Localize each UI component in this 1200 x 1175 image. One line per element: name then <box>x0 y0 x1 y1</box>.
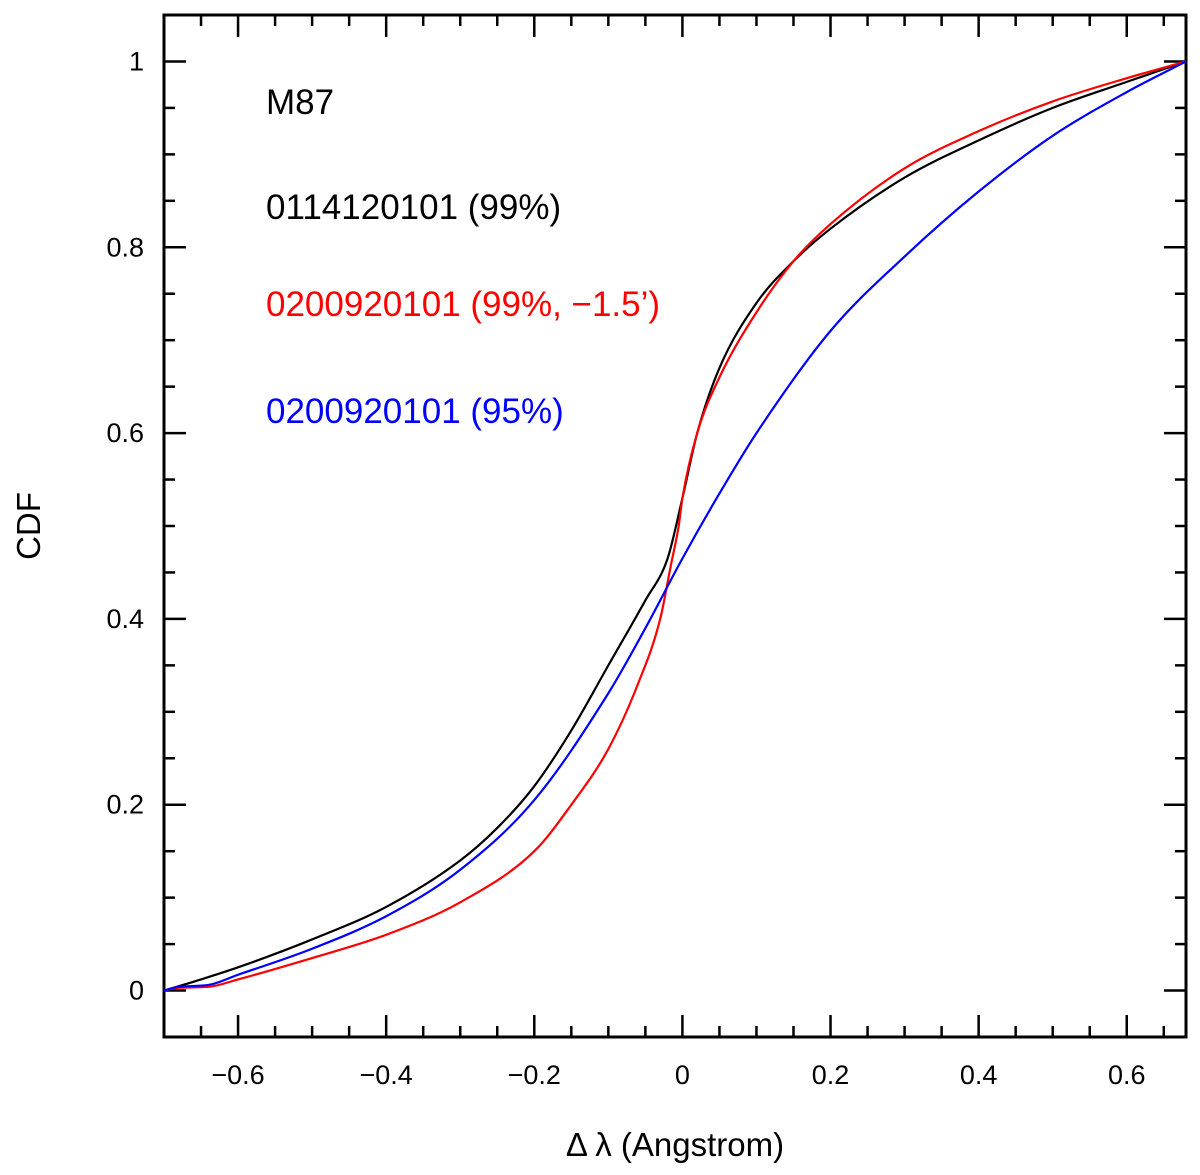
x-tick-label: −0.6 <box>211 1060 264 1090</box>
axis-ticks <box>162 13 1186 1039</box>
series-line-0200920101-99 <box>163 60 1187 992</box>
series-lines <box>163 60 1187 992</box>
y-tick-labels: 0 0.2 0.4 0.6 0.8 1 <box>106 46 144 1005</box>
annotation-series-black: 0114120101 (99%) <box>266 188 561 227</box>
y-tick-label: 0 <box>129 976 144 1006</box>
x-tick-label: 0.6 <box>1108 1060 1146 1090</box>
y-tick-label: 0.4 <box>106 604 144 634</box>
series-line-0114120101 <box>163 60 1187 992</box>
x-tick-label: 0.4 <box>960 1060 998 1090</box>
x-tick-label: −0.2 <box>508 1060 561 1090</box>
y-tick-label: 0.6 <box>106 418 144 448</box>
annotation-series-blue: 0200920101 (95%) <box>266 392 564 431</box>
x-tick-label: 0.2 <box>812 1060 850 1090</box>
x-tick-label: 0 <box>675 1060 690 1090</box>
y-tick-label: 1 <box>129 46 144 76</box>
y-tick-label: 0.8 <box>106 232 144 262</box>
annotation-series-red: 0200920101 (99%, −1.5’) <box>266 285 660 324</box>
x-tick-label: −0.4 <box>360 1060 413 1090</box>
series-line-0200920101-95 <box>163 60 1187 992</box>
annotation-m87: M87 <box>266 83 334 122</box>
x-axis-title: Δ λ (Angstrom) <box>566 1126 784 1163</box>
x-tick-labels: −0.6 −0.4 −0.2 0 0.2 0.4 0.6 <box>211 1060 1145 1090</box>
y-tick-label: 0.2 <box>106 790 144 820</box>
y-axis-title: CDF <box>10 492 47 560</box>
